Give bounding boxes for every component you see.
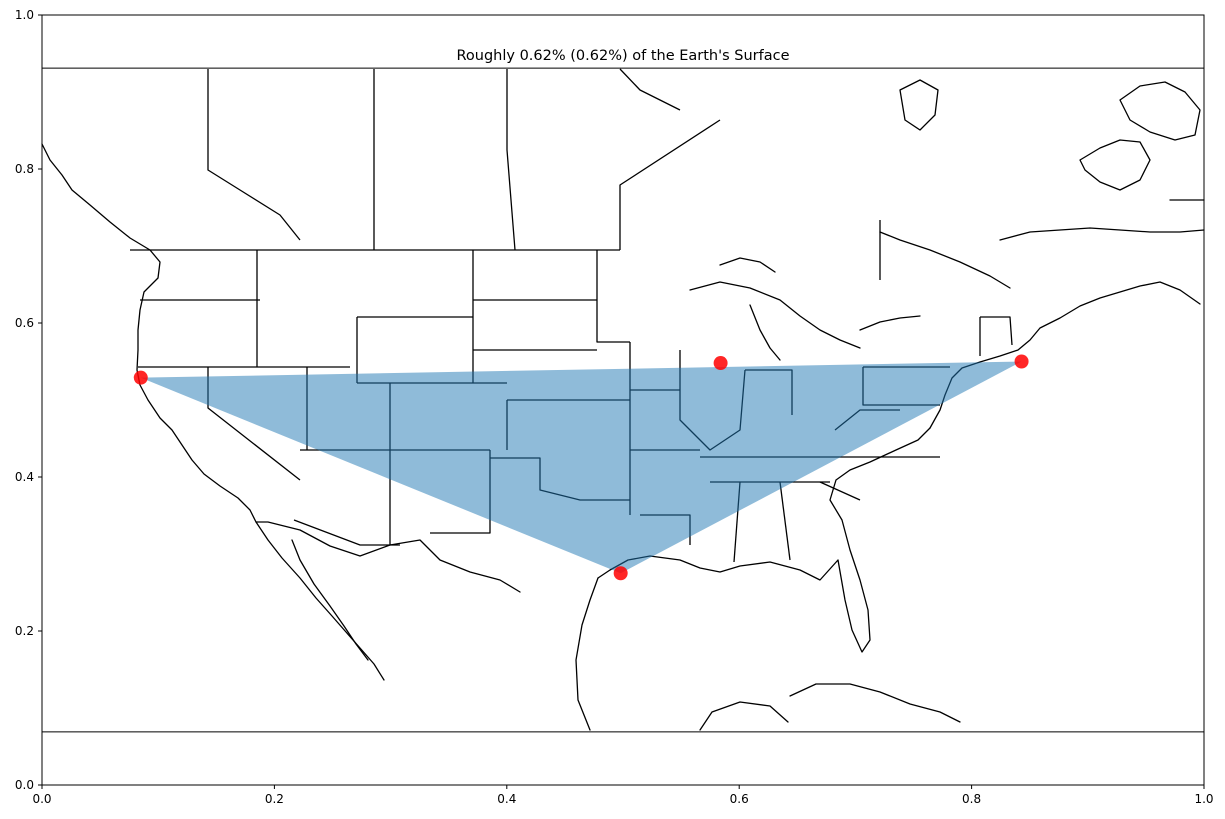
- city-marker-4: [613, 566, 628, 581]
- chart-title: Roughly 0.62% (0.62%) of the Earth's Sur…: [456, 48, 789, 64]
- city-marker-1: [133, 370, 148, 385]
- x-tick-label: 0.2: [265, 792, 284, 806]
- x-tick-label: 0.6: [730, 792, 749, 806]
- y-tick-label: 0.2: [15, 624, 34, 638]
- area-polygon: [140, 361, 1022, 574]
- area-polygon-layer: [140, 361, 1022, 574]
- city-marker-3: [1014, 354, 1029, 369]
- y-tick-label: 0.6: [15, 316, 34, 330]
- city-marker-2: [713, 356, 728, 371]
- x-axis-ticks: 0.0 0.2 0.4 0.6 0.8 1.0: [32, 785, 1214, 806]
- y-axis-ticks: 0.0 0.2 0.4 0.6 0.8 1.0: [15, 8, 42, 792]
- y-tick-label: 0.4: [15, 470, 34, 484]
- y-tick-label: 1.0: [15, 8, 34, 22]
- city-markers-layer: [133, 354, 1029, 581]
- coastlines: [41, 79, 1205, 731]
- y-tick-label: 0.0: [15, 778, 34, 792]
- x-tick-label: 1.0: [1194, 792, 1213, 806]
- x-tick-label: 0.8: [962, 792, 981, 806]
- x-tick-label: 0.0: [32, 792, 51, 806]
- y-tick-label: 0.8: [15, 162, 34, 176]
- x-tick-label: 0.4: [497, 792, 516, 806]
